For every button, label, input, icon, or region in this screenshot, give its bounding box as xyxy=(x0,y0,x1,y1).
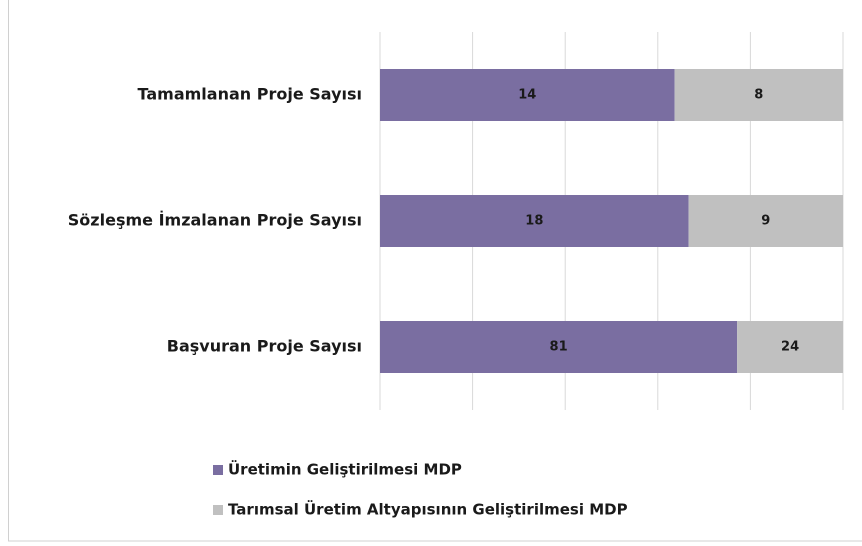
bar-segment xyxy=(688,195,843,247)
data-label: 81 xyxy=(550,340,568,355)
legend-label: Tarımsal Üretim Altyapısının Geliştirilm… xyxy=(228,500,628,519)
legend-swatch xyxy=(213,505,223,515)
data-label: 8 xyxy=(754,88,763,103)
bar-segment xyxy=(380,195,689,247)
data-label: 9 xyxy=(761,214,770,229)
chart-frame xyxy=(8,0,862,542)
data-label: 24 xyxy=(781,340,799,355)
data-label: 18 xyxy=(525,214,543,229)
bar-segment xyxy=(380,69,675,121)
category-label: Sözleşme İmzalanan Proje Sayısı xyxy=(68,211,362,230)
legend-swatch xyxy=(213,465,223,475)
category-label: Tamamlanan Proje Sayısı xyxy=(138,85,362,104)
bar-segment xyxy=(674,69,843,121)
category-label: Başvuran Proje Sayısı xyxy=(167,337,362,356)
legend-label: Üretimin Geliştirilmesi MDP xyxy=(228,460,462,479)
bar-segment xyxy=(737,321,843,373)
bar-segment xyxy=(380,321,738,373)
data-label: 14 xyxy=(518,88,536,103)
